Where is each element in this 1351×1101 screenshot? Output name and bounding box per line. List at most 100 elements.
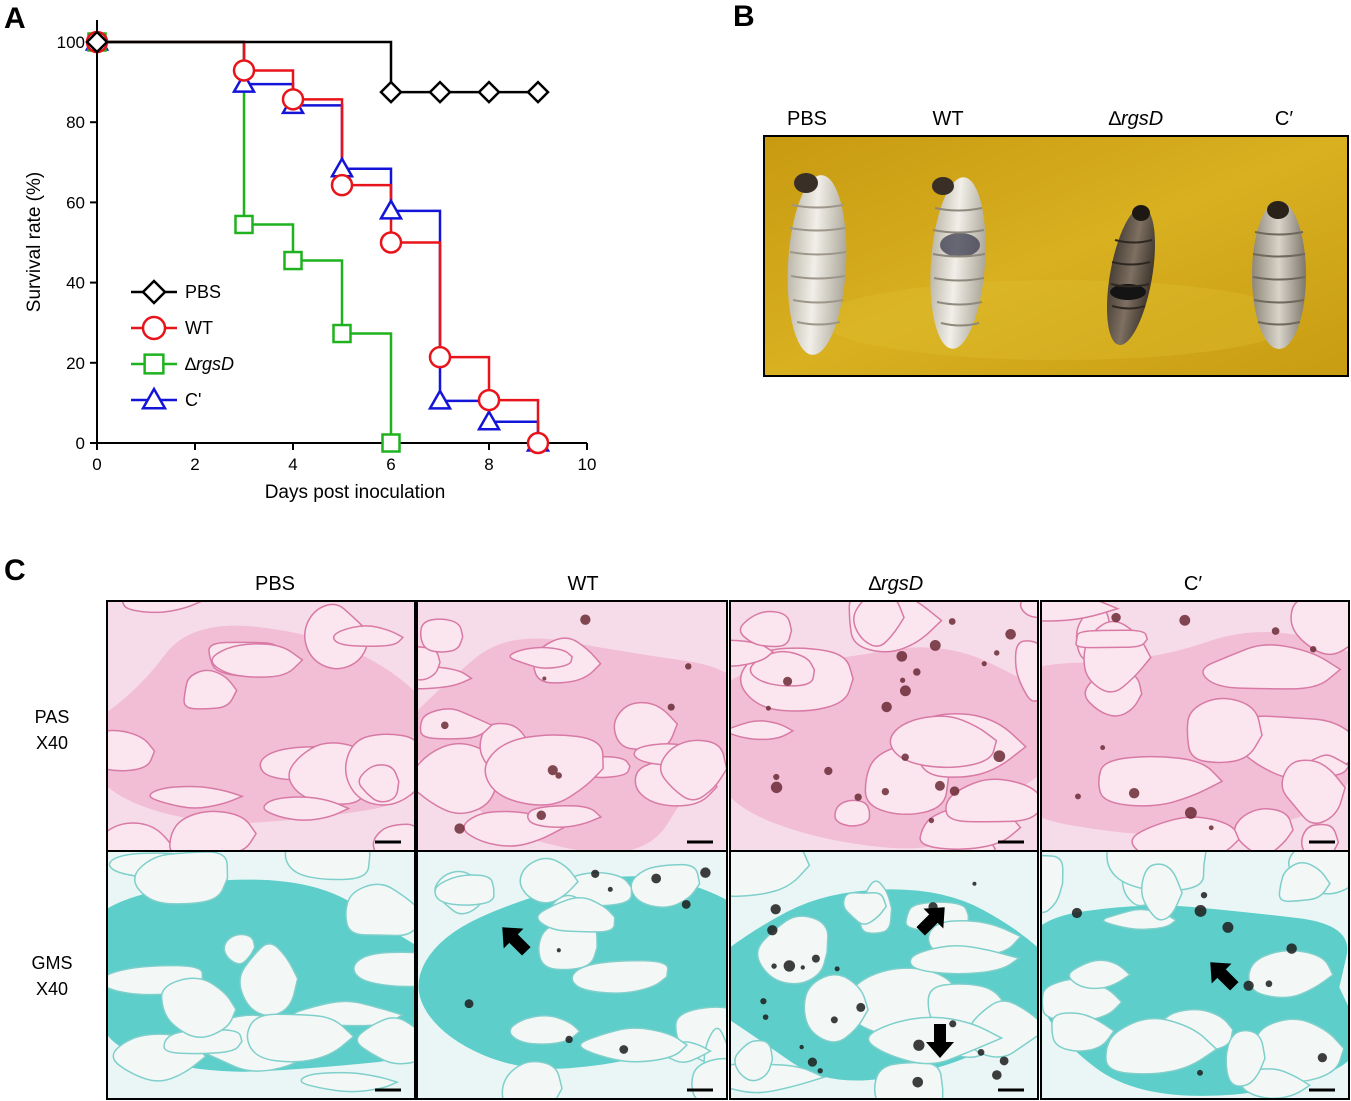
fungal-deposit xyxy=(913,668,921,676)
fungal-deposit xyxy=(765,705,771,711)
legend-label: WT xyxy=(185,318,213,338)
data-point xyxy=(381,433,401,453)
larva-label-c: C′ xyxy=(1275,108,1293,130)
fungal-deposit xyxy=(1222,921,1234,933)
fungal-deposit xyxy=(993,650,1000,656)
fungal-deposit xyxy=(454,823,465,834)
tissue-lobe xyxy=(417,742,500,815)
legend-marker xyxy=(141,315,167,341)
legend-marker xyxy=(143,353,165,375)
series-line xyxy=(97,40,540,443)
tissue-lobe xyxy=(284,851,371,881)
fungal-deposit xyxy=(1208,825,1214,831)
tissue-lobe xyxy=(909,945,1021,975)
tissue-lobe xyxy=(1290,601,1349,656)
fungal-deposit xyxy=(928,817,935,824)
series-points-0 xyxy=(85,30,550,104)
y-tick-label: 80 xyxy=(66,113,85,132)
x-tick-label: 2 xyxy=(190,455,199,474)
series-line xyxy=(97,40,393,443)
x-tick-label: 8 xyxy=(484,455,493,474)
histology-image-gms-1 xyxy=(416,850,728,1100)
chart-legend: PBS WT ∆rgsD C' xyxy=(131,279,234,410)
tissue-lobe xyxy=(358,764,400,803)
fungal-deposit xyxy=(700,867,711,878)
legend-marker xyxy=(140,386,168,410)
fungal-deposit xyxy=(854,793,862,801)
tissue-lobe xyxy=(133,851,229,905)
fungal-deposit xyxy=(881,787,890,796)
row-stain-pas: PAS xyxy=(35,707,70,727)
fungal-deposit xyxy=(565,1035,573,1044)
data-point xyxy=(283,250,303,271)
tissue-lobe xyxy=(873,1061,944,1099)
x-tick-label: 4 xyxy=(288,455,297,474)
fungal-deposit xyxy=(901,753,909,761)
series-3 xyxy=(97,40,540,443)
tissue-lobe xyxy=(1041,854,1064,914)
fungal-deposit xyxy=(900,677,906,683)
tissue-lobe xyxy=(149,785,245,809)
fungal-deposit xyxy=(999,1056,1009,1066)
series-0 xyxy=(97,40,538,94)
data-point xyxy=(378,198,404,220)
data-point xyxy=(281,88,305,111)
panel-letter-b: B xyxy=(733,0,755,33)
data-point xyxy=(477,388,501,412)
fungal-deposit xyxy=(681,899,691,909)
tissue-lobe xyxy=(160,977,237,1038)
histology-panel: C PBS WT ∆rgsD C′ PAS X40 GMS X40 xyxy=(4,554,1350,1100)
fungal-deposit xyxy=(1005,628,1016,640)
fungal-deposit xyxy=(1100,745,1106,751)
tissue-lobe xyxy=(739,610,793,648)
histology-image-pas-3 xyxy=(1040,600,1350,852)
fungal-deposit xyxy=(760,998,767,1005)
series-points-3 xyxy=(84,29,551,452)
larva-label-rgsd: ∆rgsD xyxy=(1109,108,1163,130)
tissue-lobe xyxy=(169,810,258,851)
gene-name: rgsD xyxy=(1121,108,1163,130)
image-frame xyxy=(416,850,728,1100)
legend-label: C' xyxy=(185,390,201,410)
tissue-lobe xyxy=(1068,959,1132,990)
column-header-rgsd: ∆rgsD xyxy=(869,573,923,595)
larva-label-pbs: PBS xyxy=(787,108,827,130)
tissue-lobe xyxy=(107,822,176,851)
fungal-deposit xyxy=(1184,806,1197,819)
tissue-lobe xyxy=(223,933,256,965)
fungal-deposit xyxy=(993,750,1006,763)
tissue-lobe xyxy=(1051,1012,1115,1052)
data-point xyxy=(379,80,403,104)
data-point xyxy=(428,80,452,104)
tissue-lobe xyxy=(1041,601,1120,622)
larva-label-wt: WT xyxy=(932,108,963,130)
y-axis-title: Survival rate (%) xyxy=(24,172,45,312)
fungal-deposit xyxy=(783,960,796,972)
tissue-lobe xyxy=(749,650,816,687)
fungal-deposit xyxy=(949,1020,957,1028)
stained-matrix xyxy=(418,876,727,1069)
tissue-lobe xyxy=(434,874,495,906)
data-point xyxy=(428,345,452,369)
fungal-deposit xyxy=(1197,1069,1203,1076)
tissue-lobe xyxy=(484,734,604,806)
legend-entry: PBS xyxy=(131,279,221,305)
fungal-deposit xyxy=(830,1016,838,1024)
tissue-lobe xyxy=(945,778,1038,823)
histology-image-pas-1 xyxy=(416,600,728,852)
fungal-deposit xyxy=(667,703,675,711)
histology-image-gms-2 xyxy=(729,850,1039,1100)
fungal-deposit xyxy=(1074,793,1081,800)
histology-image-gms-0 xyxy=(106,850,416,1100)
x-tick-label: 0 xyxy=(92,455,101,474)
column-header-wt: WT xyxy=(567,573,598,595)
fungal-deposit xyxy=(762,1014,769,1020)
fungal-deposit xyxy=(881,701,892,713)
arrow-icon xyxy=(916,907,945,936)
tissue-lobe xyxy=(1105,1017,1218,1075)
histology-image-pas-0 xyxy=(106,600,416,852)
row-mag-pas: X40 xyxy=(36,733,68,753)
tissue-lobe xyxy=(419,618,464,653)
fungal-deposit xyxy=(913,1039,925,1051)
